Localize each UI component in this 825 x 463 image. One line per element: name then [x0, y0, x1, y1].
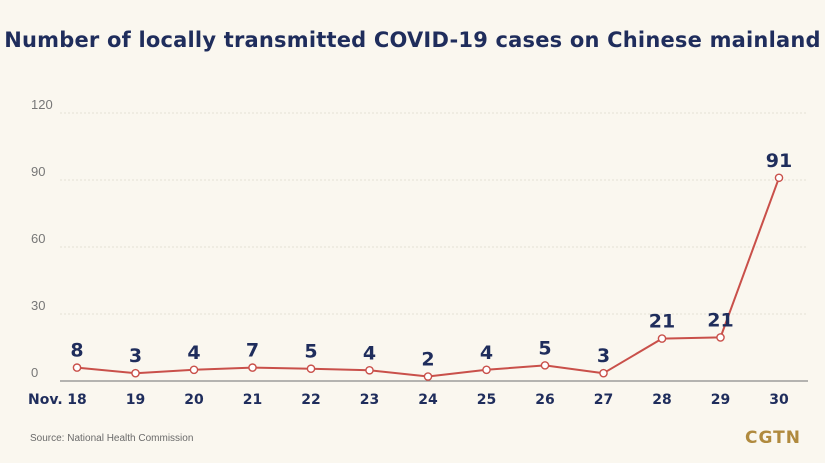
data-label: 4	[480, 342, 493, 364]
data-point	[423, 372, 433, 381]
data-point	[131, 368, 140, 378]
point-layer	[72, 173, 784, 381]
data-label: 91	[766, 150, 792, 172]
data-point	[72, 363, 82, 372]
data-point	[774, 173, 784, 183]
data-label: 5	[304, 341, 317, 363]
data-label: 3	[129, 345, 142, 367]
data-label: 5	[538, 337, 551, 359]
data-label: 7	[246, 340, 259, 362]
x-tick-label: 24	[418, 392, 438, 408]
data-point	[248, 363, 257, 372]
data-point	[657, 334, 667, 343]
data-label: 21	[707, 309, 733, 331]
x-tick-label: 23	[360, 392, 379, 408]
source-note: Source: National Health Commission	[30, 433, 194, 444]
data-point	[716, 333, 725, 342]
x-tick-label: 18	[67, 392, 86, 408]
data-label: 8	[70, 340, 83, 362]
x-tick-label: 28	[652, 392, 671, 408]
y-tick-label: 120	[31, 97, 53, 112]
x-tick-label: 19	[126, 392, 145, 408]
data-point	[306, 364, 316, 374]
x-tick-label: 29	[711, 392, 730, 408]
y-tick-label: 30	[31, 298, 45, 313]
data-label: 4	[187, 342, 200, 364]
y-tick-label: 90	[31, 164, 45, 179]
x-tick-label: 30	[769, 392, 789, 408]
data-point	[189, 365, 199, 375]
x-tick-label: 27	[594, 392, 613, 408]
data-label: 4	[363, 342, 376, 364]
y-tick-label: 60	[31, 231, 45, 246]
chart-title: Number of locally transmitted COVID-19 c…	[4, 28, 821, 52]
cgtn-logo: CGTN	[745, 428, 801, 448]
x-tick-label: 26	[535, 392, 554, 408]
data-label: 3	[597, 345, 610, 367]
data-point	[365, 365, 374, 375]
series-line	[76, 177, 780, 378]
x-axis-prefix: Nov.	[28, 392, 63, 408]
label-layer: 8 3 4 7 5 4 2 4 5 3 21 21 91	[70, 150, 792, 371]
x-tick-label: 21	[243, 392, 262, 408]
data-point	[482, 365, 491, 375]
data-label: 21	[649, 311, 675, 333]
data-point	[599, 368, 608, 378]
x-tick-label: 22	[301, 392, 320, 408]
data-label: 2	[421, 349, 434, 371]
data-point	[540, 361, 550, 370]
x-tick-label: 20	[184, 392, 204, 408]
grid-layer	[60, 112, 808, 382]
y-tick-label: 0	[31, 365, 38, 380]
line-layer	[76, 177, 780, 378]
x-tick-label: 25	[477, 392, 496, 408]
